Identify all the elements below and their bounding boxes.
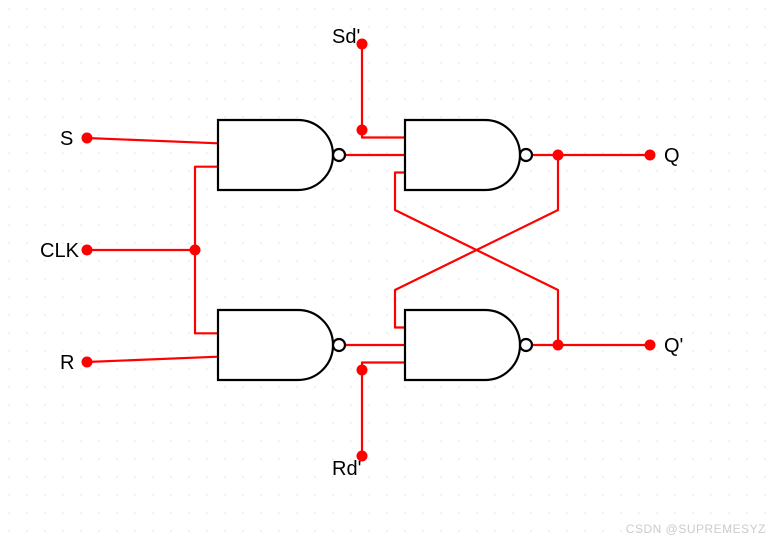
label-q: Q: [664, 145, 680, 168]
label-qn: Q': [664, 335, 683, 358]
label-sd: Sd': [332, 26, 360, 49]
circuit-diagram: S CLK R Sd' Rd' Q Q' CSDN @SUPREMESYZ: [0, 0, 774, 540]
label-rd: Rd': [332, 458, 361, 481]
label-clk: CLK: [40, 240, 79, 263]
label-s: S: [60, 128, 73, 151]
label-r: R: [60, 352, 74, 375]
watermark: CSDN @SUPREMESYZ: [626, 522, 766, 536]
circuit-svg: [0, 0, 774, 540]
